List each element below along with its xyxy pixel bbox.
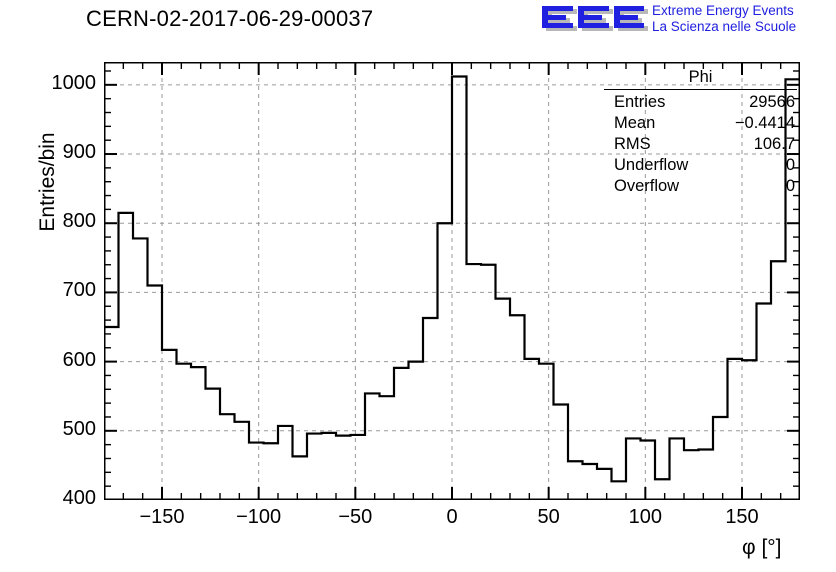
x-tick-label: −50	[338, 506, 373, 528]
stats-row: Mean −0.4414	[604, 113, 797, 134]
plot-frame	[104, 62, 800, 500]
stats-value: −0.4414	[734, 114, 795, 132]
eee-logo: Extreme Energy Events La Scienza nelle S…	[540, 2, 836, 36]
y-tick-label: 800	[62, 210, 96, 233]
eee-logo-line2: La Scienza nelle Scuole	[652, 18, 797, 34]
stats-key: Entries	[614, 93, 666, 111]
page-title: CERN-02-2017-06-29-00037	[86, 6, 374, 31]
eee-logo-text: Extreme Energy Events La Scienza nelle S…	[652, 3, 796, 34]
stats-key: Mean	[614, 114, 656, 132]
y-tick-label: 1000	[51, 71, 97, 94]
y-tick-label: 600	[62, 348, 96, 371]
x-tick-label: −150	[139, 506, 185, 528]
stats-value: 0	[785, 156, 795, 174]
eee-logo-line1: Extreme Energy Events	[652, 3, 794, 18]
statistics-box: Phi Entries 29566 Mean −0.4414 RMS 106.7 Under…	[604, 68, 797, 197]
y-tick-label: 700	[62, 279, 96, 302]
histogram-step-curve	[104, 75, 800, 483]
stats-key: Underflow	[614, 156, 689, 174]
y-tick-label: 500	[62, 417, 96, 440]
stats-value: 106.7	[753, 135, 795, 153]
histogram-outline	[104, 75, 800, 483]
stats-key: Overflow	[614, 177, 680, 195]
x-tick-label: 0	[446, 506, 458, 528]
gridlines	[104, 62, 800, 500]
x-tick-label: 150	[725, 506, 759, 528]
stats-row: Overflow 0	[604, 176, 797, 197]
stats-row: RMS 106.7	[604, 134, 797, 155]
stats-row: Underflow 0	[604, 155, 797, 176]
x-tick-label: 50	[537, 506, 560, 528]
stats-row: Entries 29566	[604, 92, 797, 113]
histogram-canvas	[104, 62, 800, 500]
x-tick-label: −100	[236, 506, 282, 528]
stats-value: 0	[785, 177, 795, 195]
stats-divider	[604, 89, 797, 90]
x-tick-label: 100	[628, 506, 663, 528]
y-tick-label: 400	[62, 487, 96, 509]
stats-value: 29566	[749, 93, 795, 111]
stats-rows: Entries 29566 Mean −0.4414 RMS 106.7 Underflow…	[604, 92, 797, 197]
plot-area	[104, 62, 800, 500]
stats-key: RMS	[614, 135, 651, 153]
eee-logo-icon	[540, 4, 648, 34]
y-tick-label: 900	[62, 141, 96, 164]
x-axis-title: φ [°]	[742, 536, 782, 559]
stats-title: Phi	[688, 68, 713, 86]
